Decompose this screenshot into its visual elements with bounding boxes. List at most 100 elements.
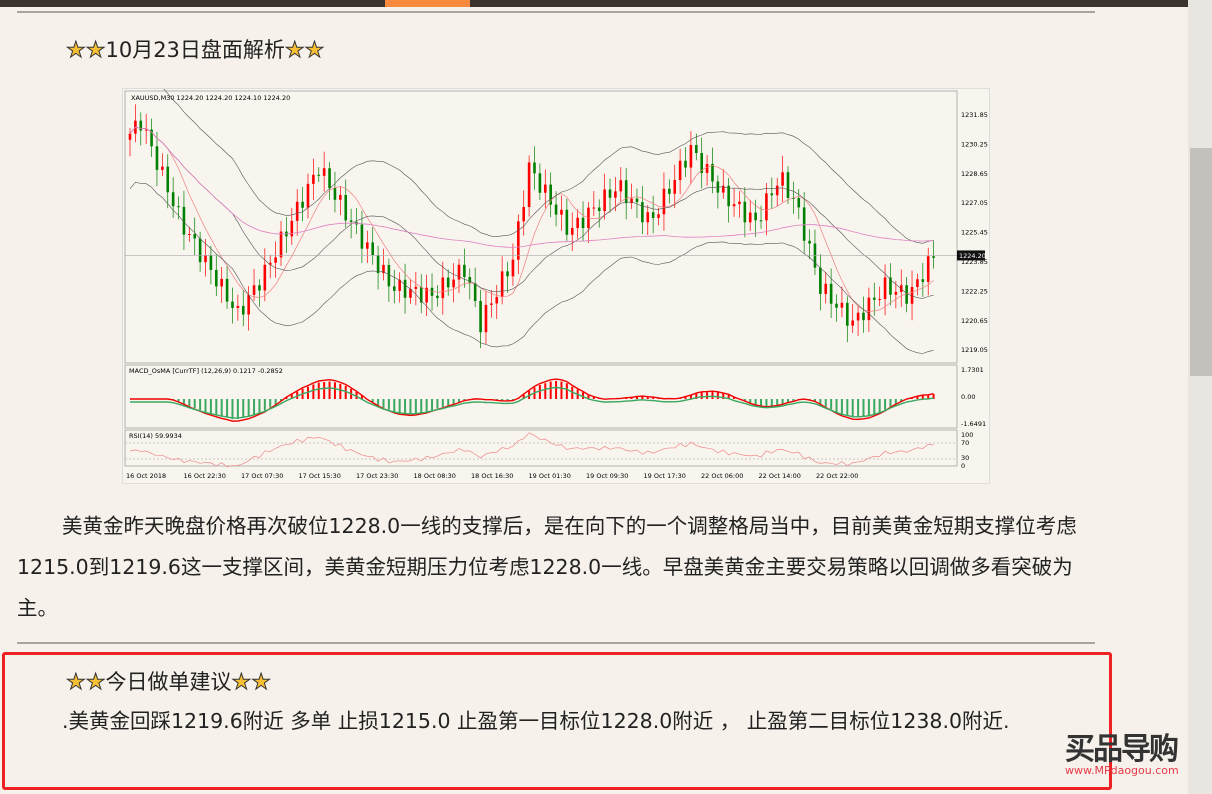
candle-body	[856, 312, 860, 321]
candle-body	[376, 255, 380, 274]
candle-body	[150, 129, 153, 147]
active-nav-tab[interactable]	[385, 0, 470, 7]
analysis-paragraph: 美黄金昨天晚盘价格再次破位1228.0一线的支撑后，是在向下的一个调整格局当中，…	[17, 514, 1077, 620]
macd-histogram-bar	[549, 381, 552, 399]
macd-histogram-bar	[722, 393, 725, 399]
candle-body	[241, 305, 245, 315]
candle-body	[630, 198, 633, 204]
candle-body	[592, 207, 596, 209]
candle-body	[743, 201, 747, 223]
time-label: 22 Oct 14:00	[759, 472, 801, 480]
candle-body	[139, 120, 143, 131]
candle-body	[371, 242, 374, 256]
watermark-brand: 买品导购	[1065, 732, 1179, 767]
macd-histogram-bar	[495, 399, 498, 401]
candle-body	[263, 264, 267, 291]
candle-body	[597, 207, 601, 212]
macd-histogram-bar	[824, 399, 827, 407]
macd-histogram-bar	[247, 399, 250, 417]
time-label: 16 Oct 22:30	[184, 472, 226, 480]
candle-body	[921, 279, 925, 282]
candle-body	[339, 194, 342, 200]
candle-body	[926, 256, 930, 282]
macd-histogram-bar	[786, 399, 789, 403]
macd-histogram-bar	[873, 399, 876, 415]
macd-histogram-bar	[463, 399, 466, 401]
candle-body	[214, 269, 218, 287]
macd-histogram-bar	[684, 396, 687, 399]
candle-body	[484, 304, 488, 333]
candle-body	[808, 240, 811, 244]
current-price-label: 1224.20	[959, 252, 986, 260]
macd-histogram-bar	[193, 399, 196, 409]
candle-body	[581, 217, 585, 229]
bollinger-upper	[129, 71, 934, 244]
candle-body	[829, 283, 833, 304]
candle-body	[500, 271, 504, 298]
rsi-tick: 0	[961, 462, 965, 470]
macd-histogram-bar	[900, 399, 903, 402]
macd-histogram-bar	[253, 399, 256, 416]
bollinger-mid	[129, 126, 934, 299]
candle-body	[457, 264, 461, 280]
macd-histogram-bar	[689, 395, 692, 399]
star-icon: ★	[251, 670, 272, 696]
macd-histogram-bar	[511, 399, 514, 401]
candle-body	[349, 220, 353, 222]
macd-histogram-bar	[711, 391, 714, 399]
macd-histogram-bar	[409, 399, 412, 414]
candle-body	[231, 301, 234, 309]
macd-histogram-bar	[700, 392, 703, 399]
macd-tick: 0.00	[961, 393, 975, 401]
macd-label: MACD_OsMA [CurrTF] (12,26,9) 0.1217 -0.2…	[129, 367, 283, 375]
candle-body	[668, 188, 671, 194]
star-icon: ★	[284, 38, 305, 64]
macd-histogram-bar	[727, 394, 730, 399]
macd-histogram-bar	[387, 399, 390, 410]
macd-histogram-bar	[285, 397, 288, 399]
candle-body	[517, 221, 520, 260]
candle-body	[441, 277, 445, 299]
price-tick: 1227.05	[961, 199, 988, 207]
macd-histogram-bar	[743, 399, 746, 401]
macd-histogram-bar	[862, 399, 865, 417]
macd-histogram-bar	[377, 399, 380, 406]
macd-histogram-bar	[280, 399, 283, 401]
candle-body	[258, 285, 261, 291]
price-tick: 1219.05	[961, 346, 988, 354]
price-tick: 1230.25	[961, 140, 988, 148]
macd-histogram-bar	[565, 383, 568, 399]
candle-body	[792, 197, 795, 199]
candle-body	[295, 201, 299, 221]
macd-histogram-bar	[641, 396, 644, 399]
candle-body	[910, 287, 914, 304]
macd-histogram-bar	[652, 397, 655, 399]
candle-body	[538, 173, 542, 193]
scrollbar-track[interactable]	[1188, 0, 1212, 794]
macd-histogram-bar	[538, 384, 541, 399]
candle-body	[155, 146, 159, 170]
candle-body	[695, 145, 698, 154]
macd-histogram-bar	[889, 399, 892, 407]
candle-body	[306, 183, 310, 208]
chart-svg: XAUUSD,M30 1224.20 1224.20 1224.10 1224.…	[124, 71, 988, 480]
macd-histogram-bar	[587, 395, 590, 399]
time-label: 17 Oct 23:30	[356, 472, 398, 480]
candle-body	[851, 320, 855, 326]
time-label: 18 Oct 16:30	[471, 472, 513, 480]
time-label: 22 Oct 22:00	[816, 472, 858, 480]
candle-body	[781, 172, 784, 186]
macd-histogram-bar	[226, 399, 229, 418]
scrollbar-thumb[interactable]	[1190, 148, 1212, 376]
macd-histogram-bar	[867, 399, 870, 417]
macd-histogram-bar	[436, 399, 439, 409]
candle-body	[171, 192, 175, 207]
candle-body	[398, 279, 401, 291]
star-icon: ★	[231, 670, 252, 696]
macd-histogram-bar	[204, 399, 207, 413]
rsi-line	[129, 432, 934, 468]
macd-histogram-bar	[749, 399, 752, 403]
candle-body	[576, 217, 579, 229]
candle-body	[700, 153, 703, 173]
candle-body	[543, 184, 547, 193]
